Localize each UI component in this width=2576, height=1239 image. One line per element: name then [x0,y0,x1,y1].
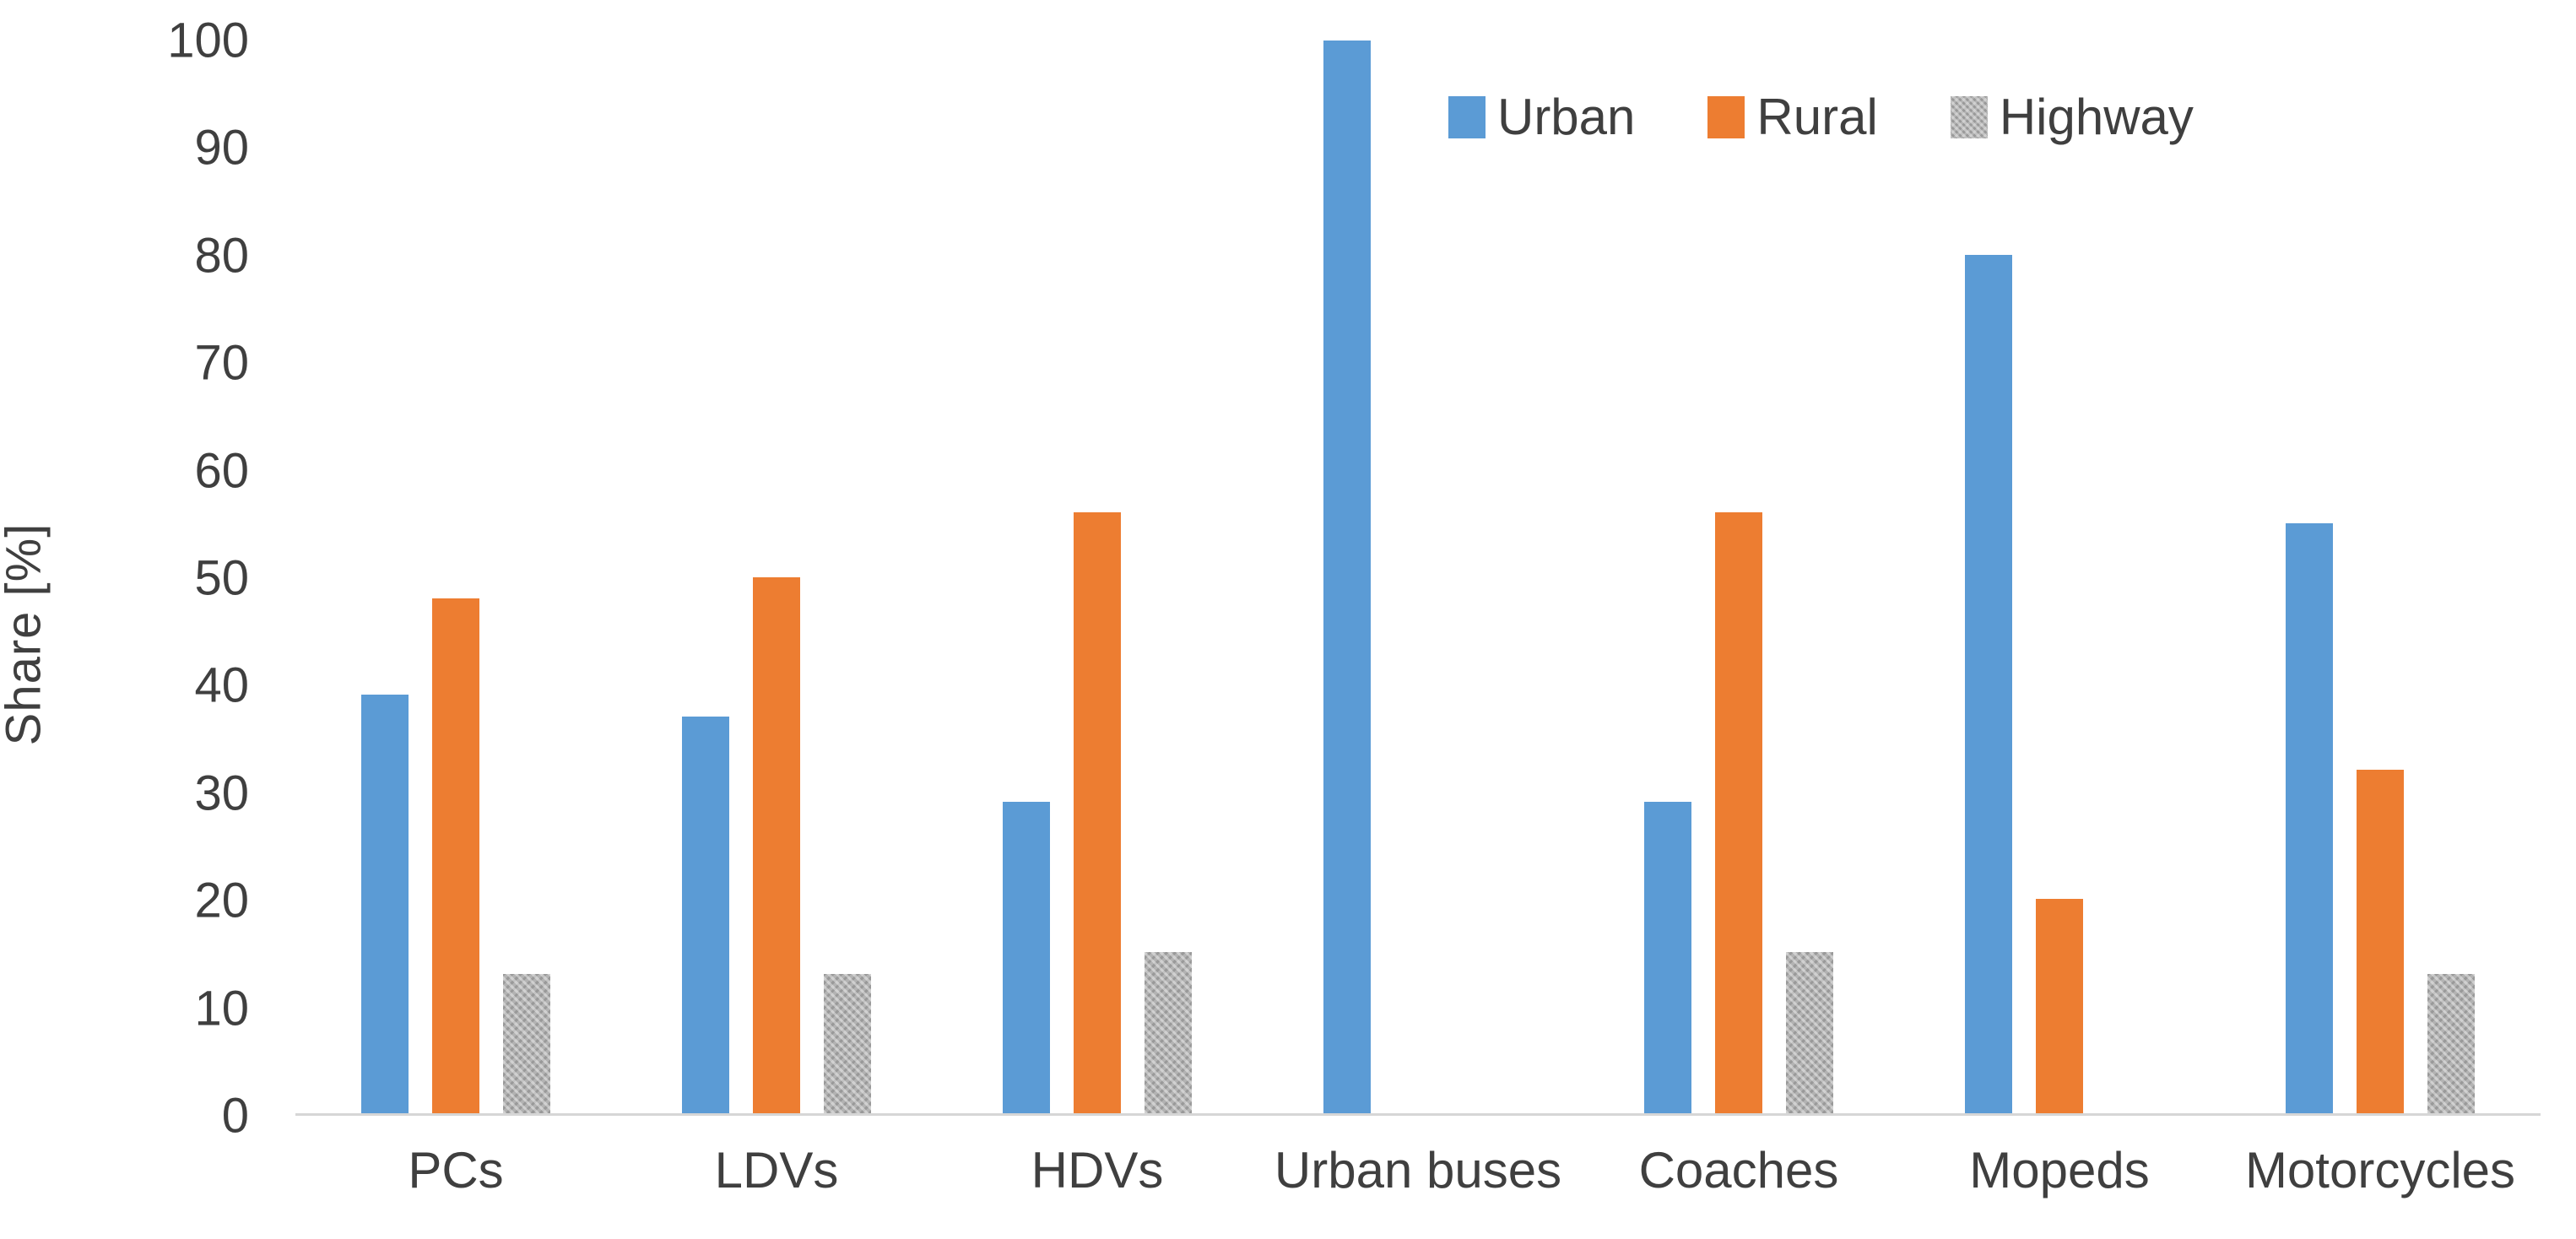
y-tick-label-10: 10 [194,981,249,1036]
bar-highway-motorcycles [2427,973,2475,1113]
y-tick-label-100: 100 [167,13,249,68]
bar-highway-pcs [503,973,550,1113]
bar-group-mopeds [1899,41,2220,1113]
bar-rural-hdvs [1074,512,1121,1113]
bar-rural-pcs [432,598,479,1113]
legend-label-urban: Urban [1497,89,1636,145]
bar-group-pcs [295,41,616,1113]
category-label-mopeds: Mopeds [1969,1142,2150,1198]
category-label-coaches: Coaches [1638,1142,1839,1198]
bar-urban-motorcycles [2286,522,2333,1113]
y-tick-label-20: 20 [194,873,249,928]
y-tick-label-80: 80 [194,228,249,284]
bar-group-motorcycles [2220,41,2541,1113]
category-label-pcs: PCs [408,1142,504,1198]
bar-rural-motorcycles [2357,770,2404,1113]
y-tick-label-60: 60 [194,443,249,499]
legend-swatch-urban [1448,95,1486,138]
legend: Urban Rural Highway [1448,88,2194,146]
bar-rural-ldvs [753,576,800,1113]
y-tick-label-40: 40 [194,657,249,713]
y-tick-label-0: 0 [221,1088,249,1144]
legend-item-rural: Rural [1707,88,1878,146]
bar-urban-urban-buses [1323,41,1371,1113]
y-tick-label-50: 50 [194,550,249,606]
bar-rural-coaches [1715,512,1762,1113]
plot-area [295,41,2541,1116]
legend-label-rural: Rural [1756,89,1878,145]
bar-urban-hdvs [1003,802,1050,1113]
legend-swatch-highway [1950,95,1988,138]
x-axis-category-labels: PCs LDVs HDVs Urban buses Coaches Mopeds Motor… [295,1141,2541,1199]
category-label-urban-buses: Urban buses [1274,1142,1562,1198]
category-label-ldvs: LDVs [714,1142,839,1198]
legend-label-highway: Highway [1999,89,2194,145]
y-axis-tick-labels: 0 10 20 30 40 50 60 70 80 90 100 [0,14,249,1144]
category-label-hdvs: HDVs [1031,1142,1164,1198]
y-tick-label-30: 30 [194,766,249,821]
bar-group-hdvs [937,41,1258,1113]
bar-urban-coaches [1644,802,1691,1113]
legend-item-highway: Highway [1950,88,2194,146]
bar-groups [295,41,2541,1113]
legend-item-urban: Urban [1448,88,1635,146]
bar-rural-mopeds [2036,898,2083,1113]
category-label-motorcycles: Motorcycles [2244,1142,2516,1198]
y-tick-label-90: 90 [194,120,249,176]
bar-urban-pcs [361,695,409,1113]
bar-highway-ldvs [824,973,871,1113]
bar-group-ldvs [616,41,937,1113]
bar-highway-hdvs [1145,952,1192,1113]
bar-highway-coaches [1786,952,1833,1113]
bar-urban-mopeds [1965,255,2012,1113]
legend-swatch-rural [1707,95,1745,138]
bar-group-urban-buses [1258,41,1578,1113]
bar-group-coaches [1578,41,1899,1113]
bar-urban-ldvs [682,716,729,1113]
y-tick-label-70: 70 [194,335,249,391]
